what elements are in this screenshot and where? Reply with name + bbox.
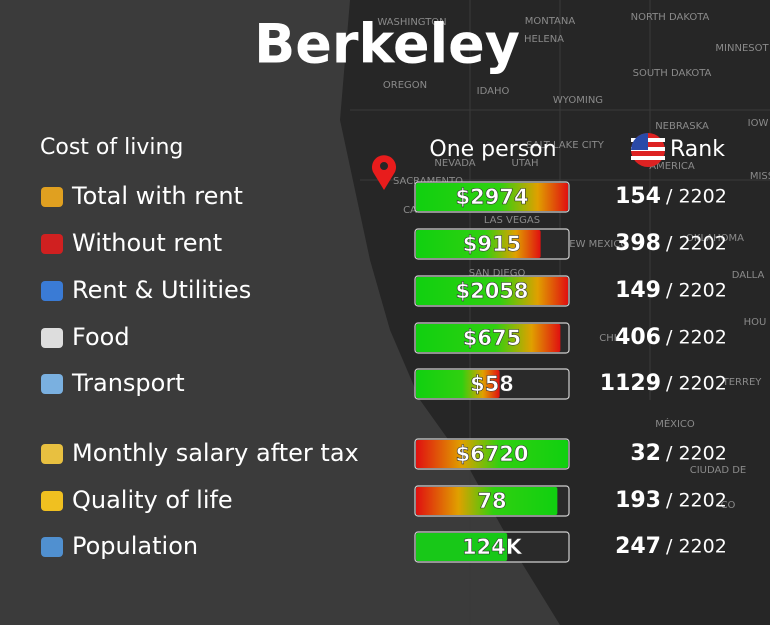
row-icon xyxy=(41,187,63,207)
map-label: NORTH DAKOTA xyxy=(631,12,710,23)
row-icon xyxy=(41,281,63,301)
map-label: IDAHO xyxy=(477,86,510,97)
bar xyxy=(416,277,568,305)
bar xyxy=(416,440,568,468)
map-label: MINNESOT xyxy=(715,43,769,54)
row-value: $675 xyxy=(463,326,521,350)
map-label: MISS xyxy=(750,171,770,182)
map-label: CO xyxy=(721,500,736,511)
map-label: MONTANA xyxy=(525,16,576,27)
row-value: $58 xyxy=(470,372,514,396)
map-label: IOW xyxy=(748,118,769,129)
row-label: Quality of life xyxy=(72,486,233,514)
rank: 1129 xyxy=(600,371,661,396)
location-pin xyxy=(372,155,396,190)
rank: 149 xyxy=(615,278,661,303)
rank: 32 xyxy=(630,441,661,466)
row-icon xyxy=(41,491,63,511)
rank-total: / 2202 xyxy=(666,233,727,255)
bar xyxy=(416,183,568,211)
map-label: CA xyxy=(403,205,417,216)
row-label: Monthly salary after tax xyxy=(72,439,359,467)
map-label: DALLA xyxy=(732,270,765,281)
flag-icon xyxy=(631,133,665,167)
rank: 193 xyxy=(615,488,661,513)
bar xyxy=(416,370,500,398)
map-label: UTAH xyxy=(511,158,538,169)
rank: 154 xyxy=(615,184,661,209)
map-label: NEW MEXICO xyxy=(562,239,629,250)
row-value: $2974 xyxy=(455,185,528,209)
map-label: SALT LAKE CITY xyxy=(526,140,605,151)
row-icon xyxy=(41,374,63,394)
map-label: HOU xyxy=(744,317,767,328)
map-label: WASHINGTON xyxy=(377,17,446,28)
bar xyxy=(416,487,558,515)
title: Berkeley xyxy=(254,13,520,76)
map-label: NEBRASKA xyxy=(655,121,709,132)
rank-total: / 2202 xyxy=(666,490,727,512)
map-label: LAS VEGAS xyxy=(484,215,540,226)
map-label: OREGON xyxy=(383,80,427,91)
row-value: 78 xyxy=(477,489,506,513)
row-label: Total with rent xyxy=(71,182,243,210)
rank-total: / 2202 xyxy=(666,443,727,465)
rank-total: / 2202 xyxy=(666,186,727,208)
map-label: AMERICA xyxy=(649,161,695,172)
row-icon xyxy=(41,537,63,557)
rank: 406 xyxy=(615,325,661,350)
map-label: SAN DIEGO xyxy=(469,268,526,279)
map-label: OKLAHOMA xyxy=(686,233,744,244)
row-label: Food xyxy=(72,323,130,351)
map-label: CIUDAD DE xyxy=(690,465,747,476)
rank-total: / 2202 xyxy=(666,536,727,558)
rank-total: / 2202 xyxy=(666,327,727,349)
bar xyxy=(416,533,508,561)
row-label: Without rent xyxy=(72,229,222,257)
row-value: $2058 xyxy=(455,279,528,303)
bar xyxy=(416,230,541,258)
row-icon xyxy=(41,444,63,464)
map-label: HELENA xyxy=(524,34,564,45)
row-label: Rent & Utilities xyxy=(72,276,251,304)
row-icon xyxy=(41,328,63,348)
map-label: TERREY xyxy=(722,377,763,388)
row-icon xyxy=(41,234,63,254)
bar xyxy=(416,324,561,352)
map-label: SOUTH DAKOTA xyxy=(633,68,712,79)
value-header: One person xyxy=(429,137,556,162)
map-label: MÉXICO xyxy=(655,417,695,430)
row-label: Population xyxy=(72,532,198,560)
row-value: 124K xyxy=(462,535,523,559)
rank-header: Rank xyxy=(670,137,725,162)
section-header: Cost of living xyxy=(40,135,183,160)
map-label: NEVADA xyxy=(434,158,475,169)
map-label: WYOMING xyxy=(553,95,603,106)
rank: 398 xyxy=(615,231,661,256)
rank: 247 xyxy=(615,534,661,559)
rank-total: / 2202 xyxy=(666,280,727,302)
row-label: Transport xyxy=(71,369,185,397)
map-borders xyxy=(350,0,770,625)
row-value: $915 xyxy=(463,232,521,256)
row-value: $6720 xyxy=(455,442,528,466)
map-label: CHI xyxy=(599,333,616,344)
rank-total: / 2202 xyxy=(666,373,727,395)
